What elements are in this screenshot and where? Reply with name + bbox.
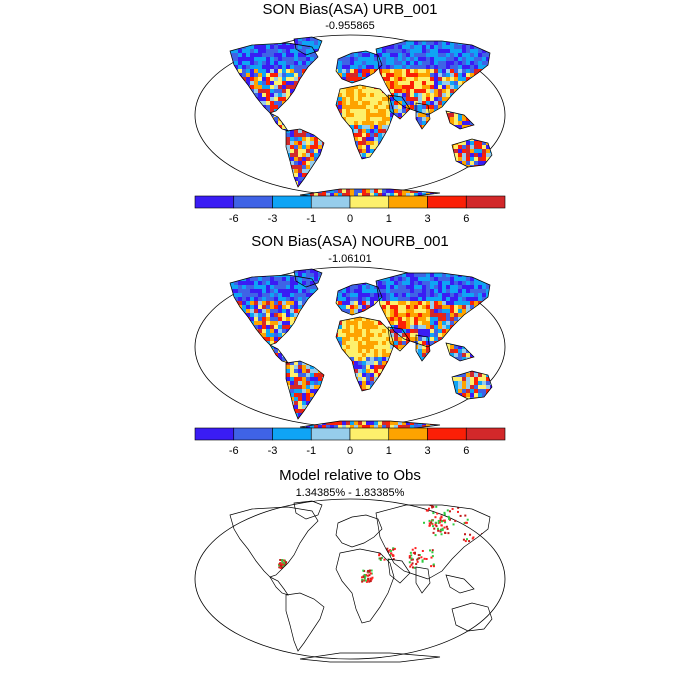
coastline-australia xyxy=(451,602,493,632)
colorbar-swatch xyxy=(427,427,467,441)
colorbar-tick-label: 3 xyxy=(424,213,430,225)
panel3-title: Model relative to Obs xyxy=(279,467,421,484)
coastline-seAsia xyxy=(445,574,475,594)
colorbar-tick-label: 6 xyxy=(463,445,469,457)
coastline-africa xyxy=(335,548,395,624)
coastline-southAmerica xyxy=(285,592,325,652)
coastline-seAsia xyxy=(445,342,475,362)
coastline-asia xyxy=(375,272,491,348)
colorbar-tick-label: -3 xyxy=(268,213,278,225)
colorbar-tick-label: 3 xyxy=(424,445,430,457)
coastline-australia xyxy=(451,138,493,168)
map-panel-nourb xyxy=(194,266,506,431)
map-panel-model-relative xyxy=(194,498,506,663)
colorbar-urb: -6 -3 -1 0 1 3 6 xyxy=(194,195,506,225)
colorbar-swatch xyxy=(310,427,351,441)
coastline-southAmerica xyxy=(285,128,325,188)
coastline-antarctica xyxy=(299,652,441,663)
colorbar-tick-label: -1 xyxy=(306,213,316,225)
colorbar-tick-label: 0 xyxy=(347,445,353,457)
coastline-africa xyxy=(335,316,395,392)
colorbar-tick-label: 1 xyxy=(386,213,392,225)
coastline-europe xyxy=(335,282,383,316)
colorbar-tick-label: 1 xyxy=(386,445,392,457)
colorbar-tick-label: 6 xyxy=(463,213,469,225)
coastline-india xyxy=(415,566,431,594)
colorbar-swatch xyxy=(310,195,351,209)
coastline-southAmerica xyxy=(285,360,325,420)
colorbar-swatch xyxy=(465,195,506,209)
coastline-europe xyxy=(335,50,383,84)
coastline-northAmerica xyxy=(229,274,319,346)
bias-field xyxy=(230,269,492,430)
colorbar-tick-label: -6 xyxy=(229,445,239,457)
panel2-title: SON Bias(ASA) NOURB_001 xyxy=(251,233,449,250)
coastline-greenland xyxy=(293,36,323,56)
coastline-europe xyxy=(335,514,383,548)
panel1-subtitle: -0.955865 xyxy=(325,20,375,32)
colorbar-swatch xyxy=(427,195,467,209)
coastline-northAmerica xyxy=(229,42,319,114)
coastline-arabia xyxy=(387,326,411,352)
panel3-subtitle: 1.34385% - 1.83385% xyxy=(295,487,405,499)
colorbar-swatch xyxy=(349,427,390,441)
colorbar-swatch xyxy=(272,427,312,441)
coastline-northAmerica xyxy=(229,506,319,578)
colorbar-tick-label: -1 xyxy=(306,445,316,457)
coastline-centralAmerica xyxy=(269,576,289,596)
map-frame xyxy=(194,498,506,660)
colorbar-swatch xyxy=(349,195,390,209)
colorbar-tick-label: -3 xyxy=(268,445,278,457)
coastline-india xyxy=(415,102,431,130)
coastline-asia xyxy=(375,40,491,116)
bias-field xyxy=(230,37,492,198)
colorbar-swatch xyxy=(272,195,312,209)
coastline-seAsia xyxy=(445,110,475,130)
coastline-australia xyxy=(451,370,493,400)
coastline-africa xyxy=(335,84,395,160)
coastline-asia xyxy=(375,504,491,580)
coastline-arabia xyxy=(387,558,411,584)
panel1-title: SON Bias(ASA) URB_001 xyxy=(262,1,438,18)
colorbar-tick-label: -6 xyxy=(229,213,239,225)
colorbar-swatch xyxy=(233,195,273,209)
coastline-arabia xyxy=(387,94,411,120)
colorbar-swatch xyxy=(194,427,235,441)
colorbar-nourb: -6 -3 -1 0 1 3 6 xyxy=(194,427,506,457)
coastline-india xyxy=(415,334,431,362)
colorbar-swatch xyxy=(388,195,428,209)
colorbar-swatch xyxy=(388,427,428,441)
colorbar-swatch xyxy=(233,427,273,441)
colorbar-swatch xyxy=(465,427,506,441)
colorbar-tick-label: 0 xyxy=(347,213,353,225)
map-panel-urb xyxy=(194,34,506,199)
coastline-greenland xyxy=(293,268,323,288)
colorbar-swatch xyxy=(194,195,235,209)
coastline-greenland xyxy=(293,500,323,520)
panel2-subtitle: -1.06101 xyxy=(328,253,372,265)
bias-field xyxy=(278,503,491,583)
